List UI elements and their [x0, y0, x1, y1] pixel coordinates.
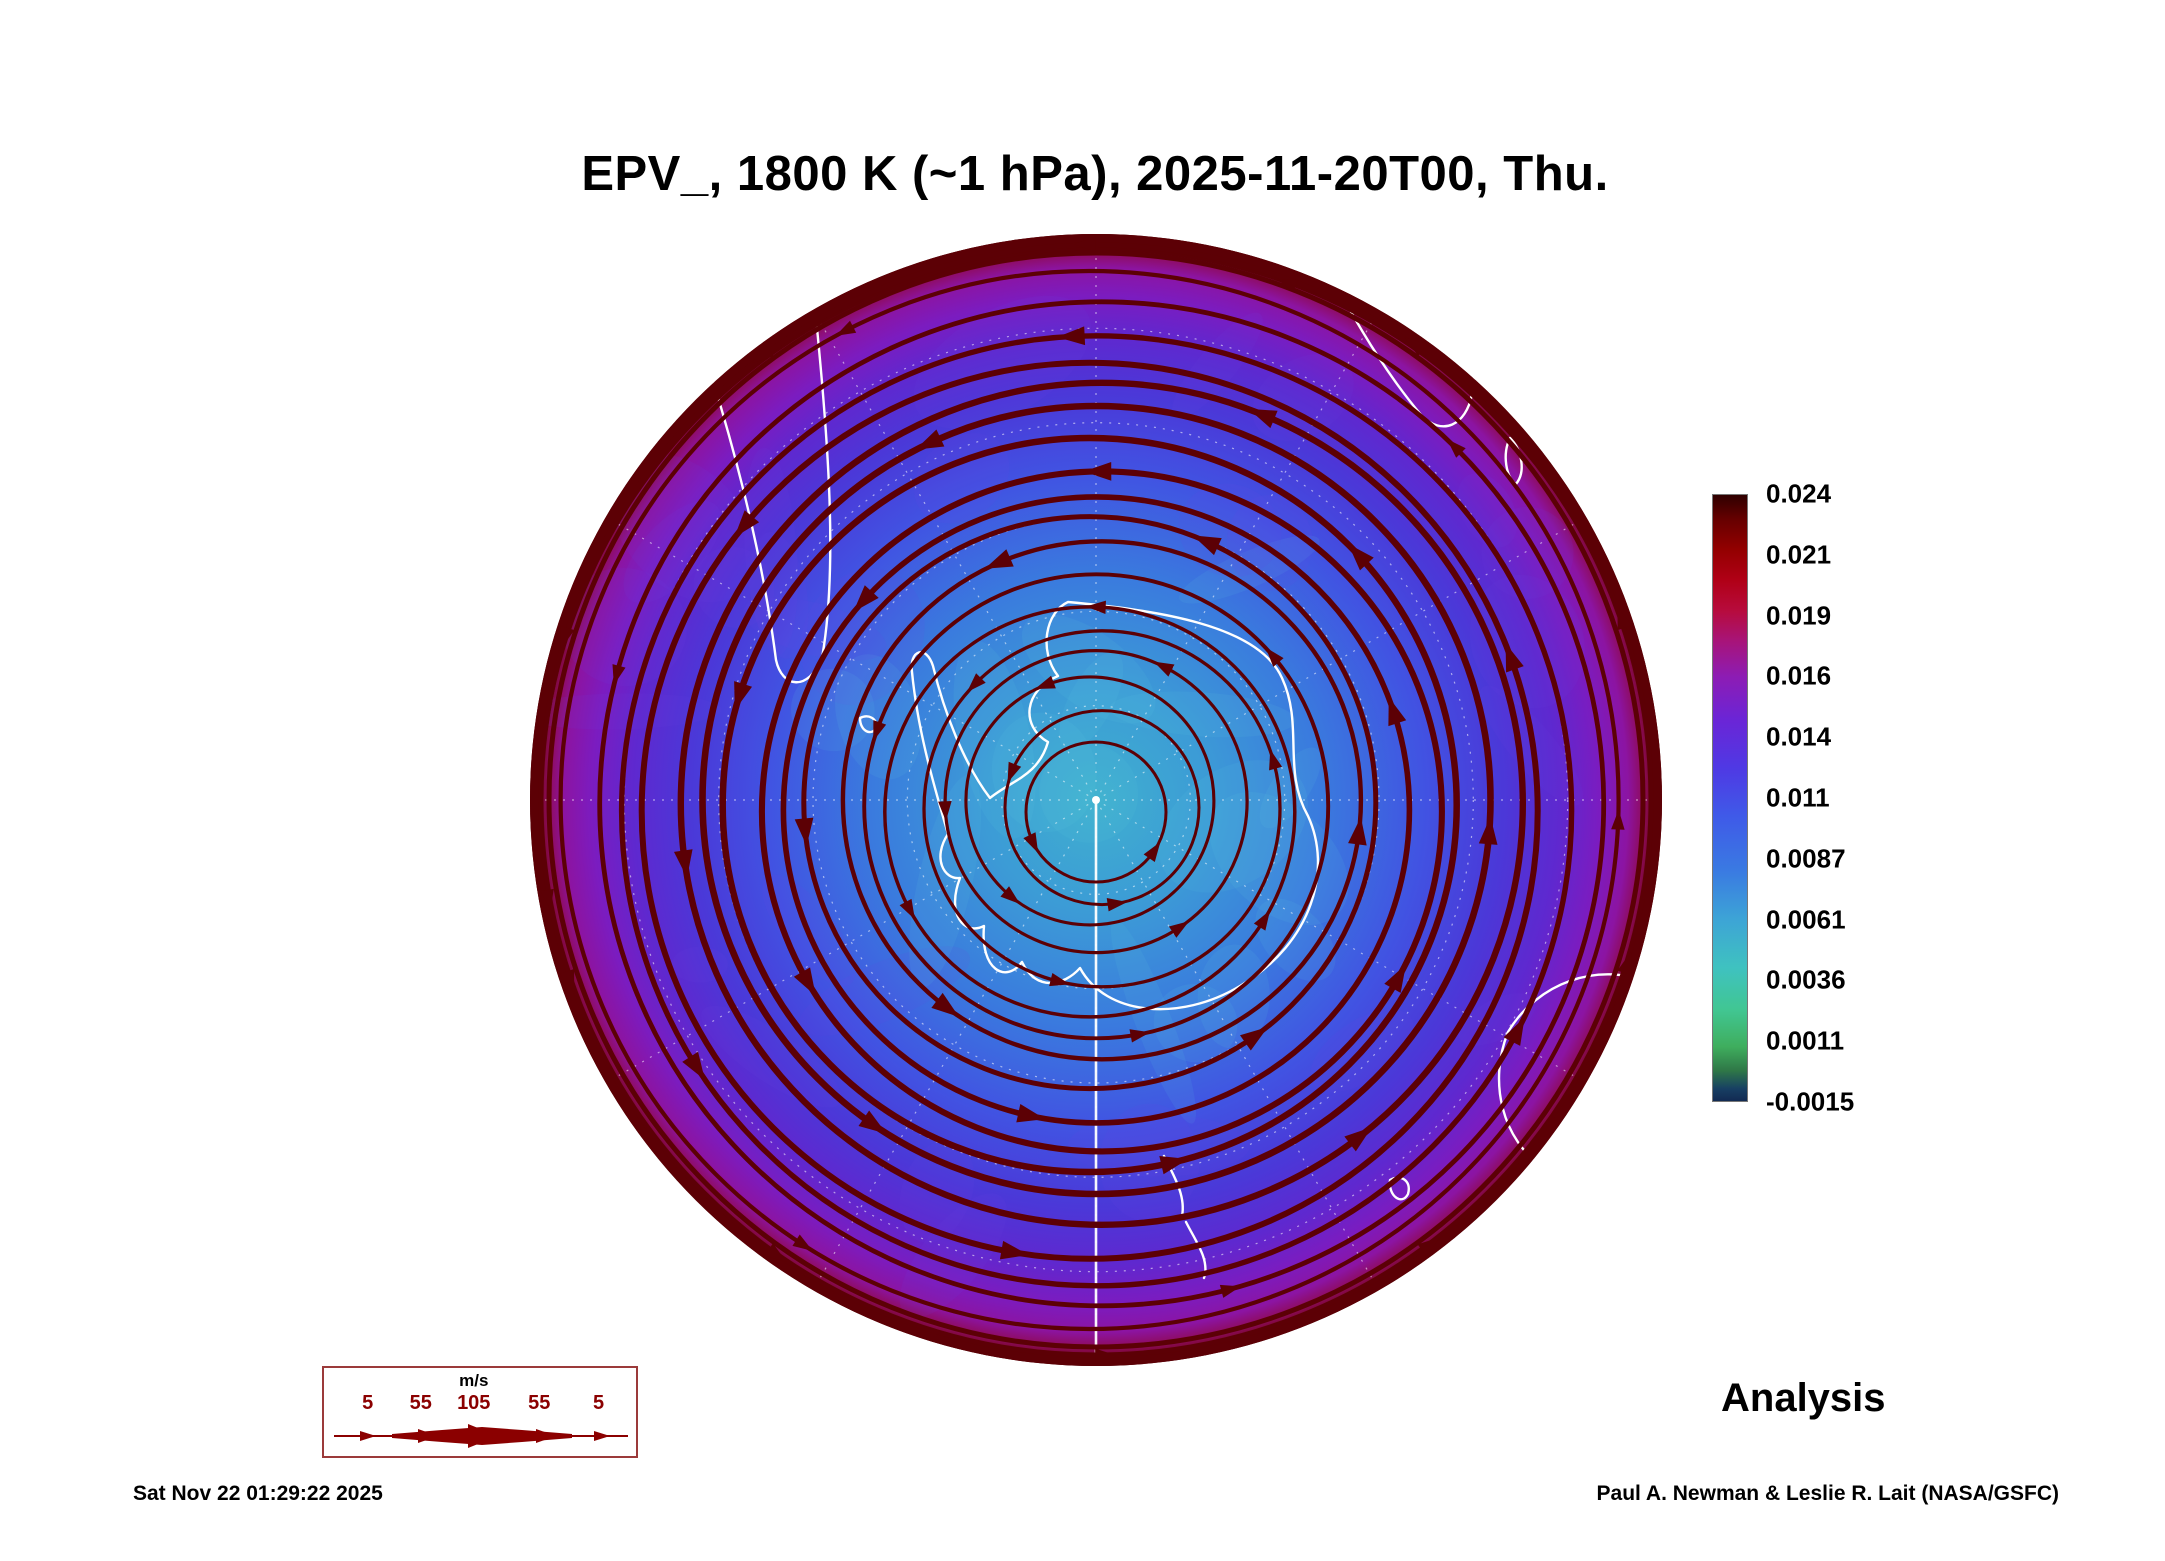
- timestamp: Sat Nov 22 01:29:22 2025: [133, 1482, 383, 1505]
- wind-legend-ticks: 5 55 105 55 5: [324, 1392, 636, 1416]
- colorbar-tick-label: 0.024: [1766, 478, 1832, 509]
- colorbar-tick-label: 0.019: [1766, 600, 1832, 631]
- colorbar-tick-label: 0.0061: [1766, 904, 1846, 935]
- wind-arrow-glyph: [334, 1424, 628, 1448]
- colorbar-tick-label: -0.0015: [1766, 1086, 1855, 1117]
- wind-legend-unit: m/s: [459, 1371, 489, 1390]
- colorbar-tick-label: 0.014: [1766, 721, 1832, 752]
- wind-legend-tick: 105: [457, 1392, 491, 1414]
- streamline-arrows: [540, 236, 1632, 1364]
- credit: Paul A. Newman & Leslie R. Lait (NASA/GS…: [1596, 1482, 2059, 1505]
- colorbar-tick-label: 0.0036: [1766, 964, 1846, 995]
- page-title: EPV_, 1800 K (~1 hPa), 2025-11-20T00, Th…: [581, 147, 1609, 201]
- colorbar-tick-label: 0.021: [1766, 539, 1832, 570]
- analysis-label: Analysis: [1721, 1376, 1886, 1420]
- polar-map-svg: [530, 234, 1662, 1366]
- wind-streamlines: [530, 234, 1662, 1366]
- pole-marker: [1092, 796, 1100, 804]
- polar-map: [516, 220, 1676, 1380]
- colorbar-tick-label: 0.011: [1766, 782, 1830, 813]
- wind-legend-tick: 55: [409, 1392, 432, 1414]
- colorbar-tick-labels: 0.024 0.021 0.019 0.016 0.014 0.011 0.0087 0.00…: [1766, 479, 1926, 1117]
- wind-legend-tick: 5: [362, 1392, 374, 1414]
- colorbar-gradient: [1712, 494, 1748, 1102]
- wind-legend-tick: 55: [528, 1392, 551, 1414]
- colorbar-tick-label: 0.0011: [1766, 1025, 1845, 1056]
- wind-speed-legend: m/s 5 55 105 55 5: [322, 1366, 638, 1458]
- colorbar-tick-label: 0.0087: [1766, 843, 1846, 874]
- colorbar-tick-label: 0.016: [1766, 660, 1832, 691]
- wind-legend-tick: 5: [592, 1392, 605, 1414]
